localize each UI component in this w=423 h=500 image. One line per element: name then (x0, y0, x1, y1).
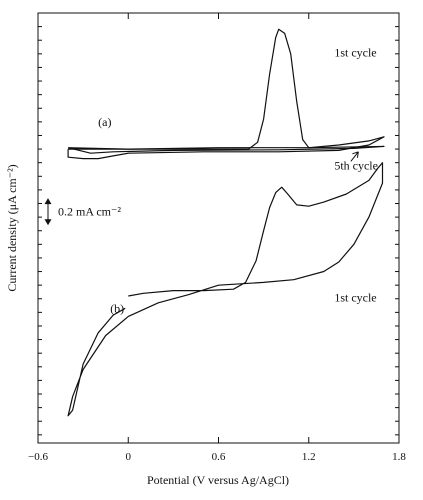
cv-curve-3 (67, 162, 384, 417)
y-axis-label: Current density (μA cm⁻²) (5, 164, 19, 291)
scale-bar: 0.2 mA cm⁻² (44, 198, 121, 226)
x-axis-ticks: −0.6 0 0.6 1.2 1.8 (28, 13, 406, 463)
label-b: (b) (110, 301, 124, 315)
x-tick-label: 0.6 (212, 451, 226, 463)
label-a-1st-cycle: 1st cycle (334, 46, 376, 60)
y-axis-ticks (38, 26, 399, 436)
plot-curves (67, 28, 385, 417)
pointer-arrow-5th-cycle (350, 151, 359, 162)
scale-bar-label: 0.2 mA cm⁻² (58, 205, 121, 219)
x-axis-label: Potential (V versus Ag/AgCl) (147, 473, 289, 487)
label-a-5th-cycle: 5th cycle (334, 158, 378, 172)
scale-bar-arrow-up (44, 198, 52, 205)
label-a: (a) (98, 115, 111, 129)
scale-bar-arrow-down (44, 219, 52, 226)
x-tick-label: −0.6 (28, 451, 48, 463)
x-tick-label: 0 (126, 451, 132, 463)
label-b-1st-cycle: 1st cycle (334, 290, 376, 304)
cv-curve-2 (67, 145, 385, 154)
x-tick-label: 1.8 (392, 451, 406, 463)
x-tick-label: 1.2 (302, 451, 316, 463)
plot-frame (37, 12, 400, 444)
